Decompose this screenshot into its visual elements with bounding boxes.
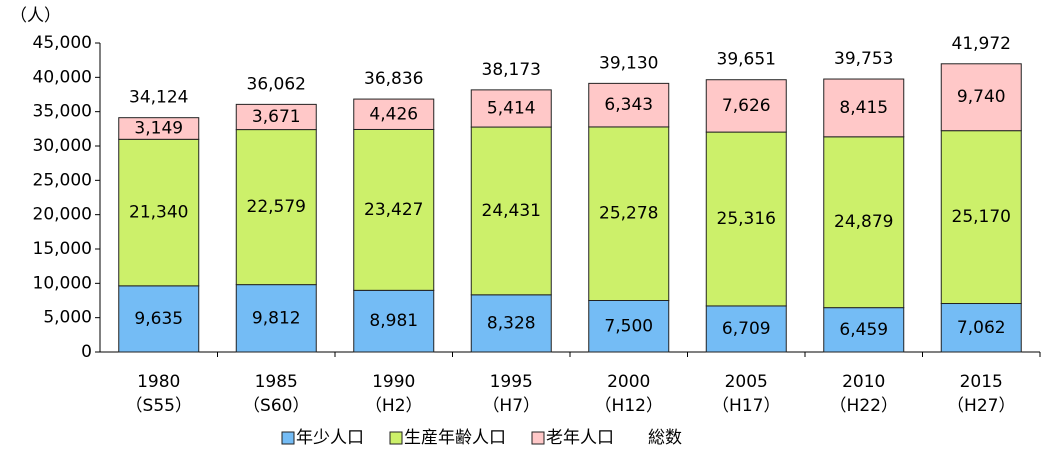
x-tick-label: 1985 <box>255 372 298 392</box>
value-label: 8,981 <box>369 311 418 331</box>
bar-segment <box>353 128 435 291</box>
value-label: 7,062 <box>957 318 1006 338</box>
total-label: 39,651 <box>717 50 776 70</box>
value-label: 8,415 <box>839 98 888 118</box>
bar-segment <box>235 103 317 131</box>
x-tick-label: 1980 <box>137 372 180 392</box>
bar-segment <box>705 305 787 353</box>
y-tick-label: 10,000 <box>33 273 92 293</box>
value-label: 24,879 <box>834 212 893 232</box>
x-tick-label: （H7） <box>482 396 540 416</box>
bar-segment <box>470 126 552 296</box>
bar-segment <box>823 78 905 138</box>
bar-segment <box>705 79 787 133</box>
value-label: 23,427 <box>364 200 423 220</box>
value-label: 3,671 <box>252 107 301 127</box>
bar-segment <box>588 126 670 302</box>
value-label: 7,500 <box>604 316 653 336</box>
x-tick-label: 2005 <box>725 372 768 392</box>
total-label: 36,062 <box>247 74 306 94</box>
bar-segment <box>470 89 552 128</box>
value-label: 24,431 <box>482 201 541 221</box>
x-tick-label: 2015 <box>960 372 1003 392</box>
bar-segment <box>235 129 317 286</box>
bar-segment <box>588 300 670 353</box>
y-tick-label: 25,000 <box>33 170 92 190</box>
value-label: 9,635 <box>134 309 183 329</box>
y-tick-label: 30,000 <box>33 136 92 156</box>
x-tick-label: （H22） <box>830 396 898 416</box>
x-tick-label: （S60） <box>243 396 309 416</box>
bar-segment <box>118 138 200 287</box>
bar-segment <box>940 63 1022 132</box>
value-label: 6,459 <box>839 320 888 340</box>
bar-segment <box>823 136 905 309</box>
value-label: 25,316 <box>717 209 776 229</box>
legend-label: 総数 <box>648 428 682 448</box>
legend-swatch <box>389 431 403 445</box>
x-tick-label: 1990 <box>372 372 415 392</box>
bar-segment <box>235 284 317 353</box>
value-label: 21,340 <box>129 203 188 223</box>
value-label: 8,328 <box>487 313 536 333</box>
y-tick-label: 0 <box>81 342 92 362</box>
value-label: 22,579 <box>247 197 306 217</box>
total-label: 34,124 <box>129 88 188 108</box>
x-tick-label: （H12） <box>595 396 663 416</box>
legend-label: 老年人口 <box>546 428 614 448</box>
legend-swatch <box>281 431 295 445</box>
value-label: 9,812 <box>252 308 301 328</box>
total-label: 38,173 <box>482 60 541 80</box>
y-tick-label: 40,000 <box>33 67 92 87</box>
total-label: 39,753 <box>834 49 893 69</box>
legend-label: 生産年齢人口 <box>404 428 506 448</box>
x-tick-label: （S55） <box>126 396 192 416</box>
value-label: 6,709 <box>722 319 771 339</box>
total-label: 36,836 <box>364 69 423 89</box>
bar-segment <box>823 307 905 353</box>
bar-segment <box>118 117 200 140</box>
bar-segment <box>705 131 787 307</box>
x-tick-label: 2010 <box>842 372 885 392</box>
value-label: 6,343 <box>604 95 653 115</box>
y-tick-label: 15,000 <box>33 239 92 259</box>
value-label: 5,414 <box>487 98 536 118</box>
y-tick-label: 20,000 <box>33 205 92 225</box>
value-label: 9,740 <box>957 87 1006 107</box>
value-label: 25,278 <box>599 204 658 224</box>
value-label: 25,170 <box>952 207 1011 227</box>
legend-swatch <box>531 431 545 445</box>
bar-segment <box>940 130 1022 305</box>
y-tick-label: 45,000 <box>33 33 92 53</box>
bar-segment <box>353 98 435 130</box>
x-tick-label: 1995 <box>490 372 533 392</box>
bar-segment <box>118 285 200 353</box>
x-tick-label: （H27） <box>947 396 1015 416</box>
value-label: 7,626 <box>722 96 771 116</box>
y-axis-label: （人） <box>10 6 61 26</box>
bar-segment <box>470 294 552 353</box>
x-tick-label: 2000 <box>607 372 650 392</box>
x-tick-label: （H2） <box>365 396 423 416</box>
bar-segment <box>353 289 435 353</box>
total-label: 41,972 <box>952 34 1011 54</box>
y-tick-label: 35,000 <box>33 102 92 122</box>
total-label: 39,130 <box>599 53 658 73</box>
x-tick-label: （H17） <box>712 396 780 416</box>
legend-label: 年少人口 <box>296 428 364 448</box>
bar-segment <box>588 82 670 128</box>
value-label: 3,149 <box>134 118 183 138</box>
y-tick-label: 5,000 <box>43 308 92 328</box>
value-label: 4,426 <box>369 104 418 124</box>
